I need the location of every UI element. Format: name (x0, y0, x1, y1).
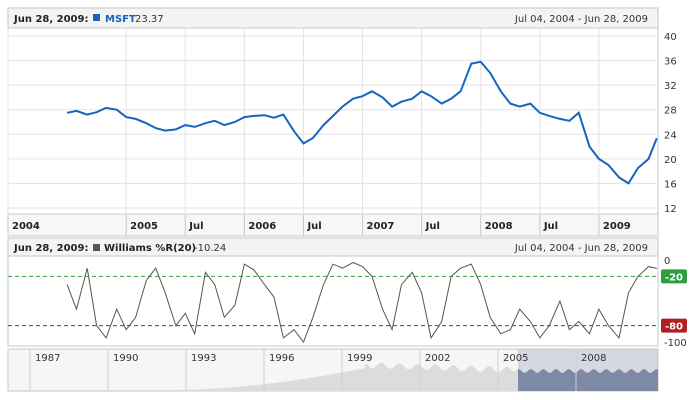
price-x-tick-label: Jul (543, 221, 558, 232)
price-y-axis: 40 36 32 28 24 20 16 12 (664, 32, 677, 215)
price-x-tick-label: Jul (425, 221, 440, 232)
price-y-tick-label: 20 (664, 155, 677, 166)
navigator-x-axis: 1987 1990 1993 1996 1999 2002 2005 2008 (29, 349, 606, 391)
price-x-axis: 2004 2005 Jul 2006 Jul 2007 Jul 2008 Jul 2009 (7, 214, 631, 236)
price-panel: Jun 28, 2009: MSFT 23.37 Jul 04, 2004 - … (7, 7, 677, 237)
price-series-value: 23.37 (135, 14, 164, 25)
price-y-tick-label: 36 (664, 57, 677, 68)
price-series-name: MSFT (105, 14, 136, 25)
price-date-label: Jun 28, 2009: (13, 14, 88, 25)
price-plot-frame (7, 27, 659, 237)
price-y-tick-label: 12 (664, 204, 677, 215)
navigator-tick-label: 1990 (113, 353, 138, 364)
navigator-area-history (8, 362, 518, 391)
navigator-area-selected (518, 369, 658, 391)
navigator-tick-label: 1996 (269, 353, 294, 364)
price-x-tick-label: Jul (306, 221, 321, 232)
price-y-tick-label: 28 (664, 106, 677, 117)
price-legend-swatch (93, 14, 100, 21)
price-y-tick-label: 24 (664, 130, 677, 141)
msft-price-line (66, 60, 658, 185)
indicator-y-axis: 0 -100 (664, 256, 687, 349)
williams-level-label: -80 (665, 322, 683, 333)
navigator-tick-label: 2005 (503, 353, 528, 364)
navigator-tick-label: 1987 (35, 353, 60, 364)
price-y-tick-label: 16 (664, 179, 677, 190)
indicator-panel: Jun 28, 2009: Williams %R(20) -10.24 Jul… (7, 237, 687, 349)
williams-level-badge (661, 269, 687, 284)
navigator-tick-label: 1999 (347, 353, 372, 364)
price-x-tick-label: 2006 (248, 221, 276, 232)
navigator-tick-label: 1993 (191, 353, 216, 364)
price-x-tick-label: 2004 (12, 221, 40, 232)
indicator-y-tick-label: -100 (664, 338, 687, 349)
price-x-tick-label: 2008 (485, 221, 513, 232)
price-x-tick-label: 2007 (367, 221, 395, 232)
price-y-tick-label: 40 (664, 32, 677, 43)
price-x-tick-label: Jul (188, 221, 203, 232)
navigator-tick-label: 2002 (425, 353, 450, 364)
indicator-y-tick-label: 0 (664, 256, 670, 267)
indicator-range-label: Jul 04, 2004 - Jun 28, 2009 (514, 243, 648, 254)
price-x-tick-label: 2005 (130, 221, 158, 232)
price-range-label: Jul 04, 2004 - Jun 28, 2009 (514, 14, 648, 25)
williams-level-badge (661, 318, 687, 333)
navigator-tick-label: 2008 (581, 353, 606, 364)
price-xaxis-band (7, 213, 659, 237)
williams-level-label: -20 (665, 272, 683, 283)
indicator-legend-swatch (93, 244, 100, 251)
indicator-series-name: Williams %R(20) (104, 243, 196, 254)
williams-r-line (66, 261, 657, 344)
indicator-series-value: -10.24 (194, 243, 226, 254)
price-x-tick-label: 2009 (603, 221, 631, 232)
indicator-plot-frame (7, 255, 659, 347)
indicator-date-label: Jun 28, 2009: (13, 243, 88, 254)
price-y-tick-label: 32 (664, 81, 677, 92)
navigator[interactable]: 1987 1990 1993 1996 1999 2002 2005 2008 (7, 348, 659, 392)
price-gridlines (7, 28, 658, 214)
